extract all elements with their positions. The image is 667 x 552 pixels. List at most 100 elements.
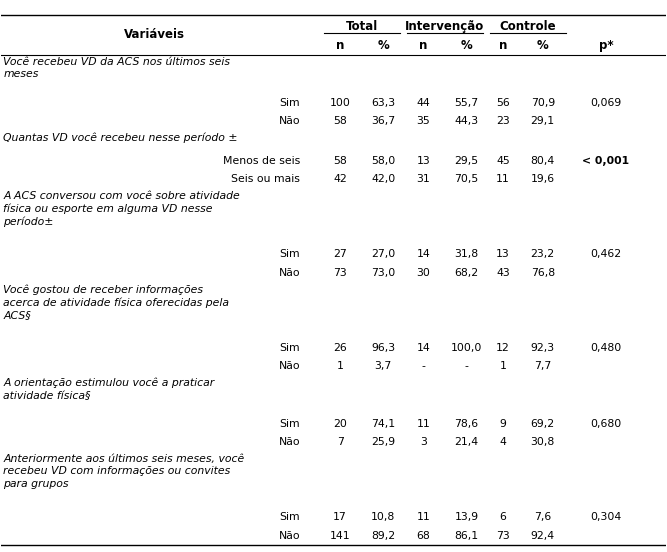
Text: 141: 141 xyxy=(329,531,350,541)
Text: Você recebeu VD da ACS nos últimos seis
meses: Você recebeu VD da ACS nos últimos seis … xyxy=(3,57,230,79)
Text: 6: 6 xyxy=(500,512,506,522)
Text: 30: 30 xyxy=(416,268,430,278)
Text: 7,6: 7,6 xyxy=(534,512,552,522)
Text: 35: 35 xyxy=(416,116,430,126)
Text: 13: 13 xyxy=(416,156,430,166)
Text: 9: 9 xyxy=(500,419,506,429)
Text: 69,2: 69,2 xyxy=(531,419,555,429)
Text: 27,0: 27,0 xyxy=(372,250,396,259)
Text: Não: Não xyxy=(279,531,300,541)
Text: Variáveis: Variáveis xyxy=(123,28,185,41)
Text: 1: 1 xyxy=(500,362,506,371)
Text: 74,1: 74,1 xyxy=(372,419,396,429)
Text: 45: 45 xyxy=(496,156,510,166)
Text: Intervenção: Intervenção xyxy=(405,19,484,33)
Text: 4: 4 xyxy=(500,437,506,447)
Text: 43: 43 xyxy=(496,268,510,278)
Text: %: % xyxy=(378,39,389,52)
Text: Anteriormente aos últimos seis meses, você
recebeu VD com informações ou convite: Anteriormente aos últimos seis meses, vo… xyxy=(3,454,245,489)
Text: 73,0: 73,0 xyxy=(372,268,396,278)
Text: 73: 73 xyxy=(334,268,347,278)
Text: 92,4: 92,4 xyxy=(531,531,555,541)
Text: 12: 12 xyxy=(496,343,510,353)
Text: A ACS conversou com você sobre atividade
física ou esporte em alguma VD nesse
pe: A ACS conversou com você sobre atividade… xyxy=(3,191,240,227)
Text: 3: 3 xyxy=(420,437,427,447)
Text: 0,480: 0,480 xyxy=(590,343,622,353)
Text: 30,8: 30,8 xyxy=(531,437,555,447)
Text: 23,2: 23,2 xyxy=(531,250,555,259)
Text: A orientação estimulou você a praticar
atividade física§: A orientação estimulou você a praticar a… xyxy=(3,378,215,401)
Text: Seis ou mais: Seis ou mais xyxy=(231,174,300,184)
Text: Você gostou de receber informações
acerca de atividade física oferecidas pela
AC: Você gostou de receber informações acerc… xyxy=(3,284,229,320)
Text: 78,6: 78,6 xyxy=(454,419,478,429)
Text: Sim: Sim xyxy=(279,512,300,522)
Text: 14: 14 xyxy=(416,343,430,353)
Text: 86,1: 86,1 xyxy=(454,531,478,541)
Text: Não: Não xyxy=(279,116,300,126)
Text: %: % xyxy=(537,39,548,52)
Text: 36,7: 36,7 xyxy=(372,116,396,126)
Text: 92,3: 92,3 xyxy=(531,343,555,353)
Text: Sim: Sim xyxy=(279,250,300,259)
Text: 13: 13 xyxy=(496,250,510,259)
Text: p*: p* xyxy=(598,39,613,52)
Text: 89,2: 89,2 xyxy=(372,531,396,541)
Text: 29,5: 29,5 xyxy=(454,156,478,166)
Text: 21,4: 21,4 xyxy=(454,437,478,447)
Text: 19,6: 19,6 xyxy=(531,174,555,184)
Text: Sim: Sim xyxy=(279,343,300,353)
Text: 68,2: 68,2 xyxy=(454,268,478,278)
Text: Quantas VD você recebeu nesse período ±: Quantas VD você recebeu nesse período ± xyxy=(3,132,238,144)
Text: 58,0: 58,0 xyxy=(372,156,396,166)
Text: 0,304: 0,304 xyxy=(590,512,622,522)
Text: Controle: Controle xyxy=(500,19,556,33)
Text: n: n xyxy=(419,39,428,52)
Text: 11: 11 xyxy=(416,512,430,522)
Text: 7,7: 7,7 xyxy=(534,362,552,371)
Text: 0,462: 0,462 xyxy=(590,250,622,259)
Text: Total: Total xyxy=(346,19,378,33)
Text: 13,9: 13,9 xyxy=(454,512,478,522)
Text: 42: 42 xyxy=(334,174,347,184)
Text: 11: 11 xyxy=(496,174,510,184)
Text: 7: 7 xyxy=(337,437,344,447)
Text: 80,4: 80,4 xyxy=(531,156,555,166)
Text: < 0,001: < 0,001 xyxy=(582,156,630,166)
Text: 58: 58 xyxy=(334,156,347,166)
Text: 70,9: 70,9 xyxy=(531,98,555,108)
Text: 63,3: 63,3 xyxy=(372,98,396,108)
Text: 44: 44 xyxy=(416,98,430,108)
Text: 20: 20 xyxy=(334,419,347,429)
Text: 0,069: 0,069 xyxy=(590,98,622,108)
Text: 0,680: 0,680 xyxy=(590,419,622,429)
Text: -: - xyxy=(422,362,425,371)
Text: 31,8: 31,8 xyxy=(454,250,478,259)
Text: 17: 17 xyxy=(334,512,347,522)
Text: 58: 58 xyxy=(334,116,347,126)
Text: 29,1: 29,1 xyxy=(531,116,555,126)
Text: -: - xyxy=(464,362,468,371)
Text: 55,7: 55,7 xyxy=(454,98,478,108)
Text: %: % xyxy=(460,39,472,52)
Text: 68: 68 xyxy=(416,531,430,541)
Text: Não: Não xyxy=(279,437,300,447)
Text: 76,8: 76,8 xyxy=(531,268,555,278)
Text: 70,5: 70,5 xyxy=(454,174,478,184)
Text: 14: 14 xyxy=(416,250,430,259)
Text: Não: Não xyxy=(279,362,300,371)
Text: 31: 31 xyxy=(416,174,430,184)
Text: 42,0: 42,0 xyxy=(372,174,396,184)
Text: 10,8: 10,8 xyxy=(372,512,396,522)
Text: Não: Não xyxy=(279,268,300,278)
Text: 3,7: 3,7 xyxy=(375,362,392,371)
Text: Menos de seis: Menos de seis xyxy=(223,156,300,166)
Text: 23: 23 xyxy=(496,116,510,126)
Text: 100,0: 100,0 xyxy=(451,343,482,353)
Text: 27: 27 xyxy=(334,250,347,259)
Text: 1: 1 xyxy=(337,362,344,371)
Text: 73: 73 xyxy=(496,531,510,541)
Text: 96,3: 96,3 xyxy=(372,343,396,353)
Text: Sim: Sim xyxy=(279,98,300,108)
Text: 26: 26 xyxy=(334,343,347,353)
Text: 44,3: 44,3 xyxy=(454,116,478,126)
